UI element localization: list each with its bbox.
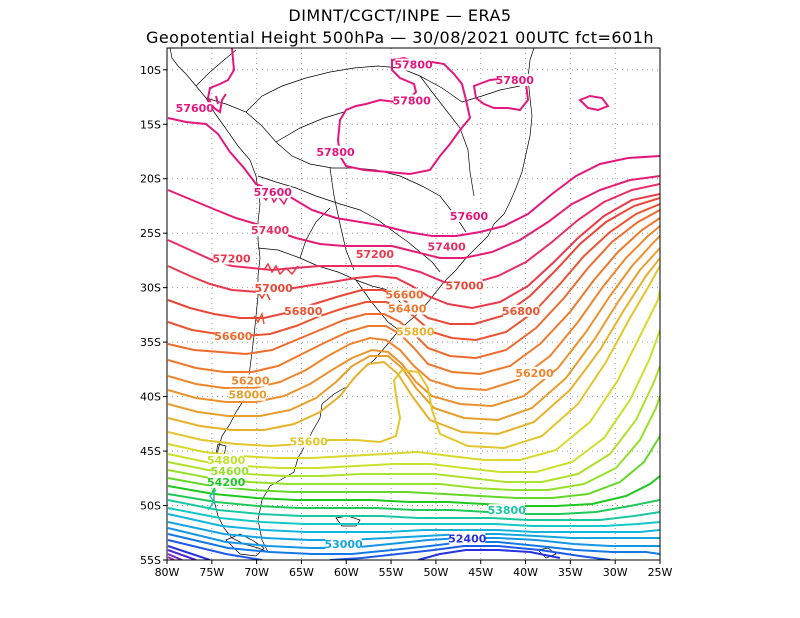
contour-label-bg	[496, 73, 533, 86]
x-tick-label: 35W	[558, 566, 583, 579]
y-tick-label: 15S	[140, 118, 161, 131]
x-tick-label: 60W	[334, 566, 359, 579]
contour-label-bg	[325, 537, 362, 550]
contour-label: 56400	[388, 303, 427, 316]
contour-label-bg	[215, 329, 252, 342]
contour-label: 56200	[515, 367, 554, 380]
contour-label: 57600	[254, 186, 293, 199]
y-tick-label: 50S	[140, 500, 161, 513]
contour-label-bg	[290, 435, 327, 448]
contour-label-bg	[397, 325, 434, 338]
contour-label-bg	[428, 240, 465, 253]
geopotential-contours	[167, 48, 660, 560]
contour-label: 54800	[207, 454, 246, 467]
contour-label: 57000	[255, 282, 294, 295]
contour-label-bg	[451, 210, 488, 223]
contour-label: 56800	[284, 305, 323, 318]
x-tick-label: 25W	[648, 566, 673, 579]
x-tick-label: 65W	[289, 566, 314, 579]
contour-label-bg	[488, 504, 525, 517]
contour-label-bg	[232, 374, 269, 387]
x-tick-label: 45W	[468, 566, 493, 579]
contour-label-bg	[449, 532, 486, 545]
x-tick-label: 70W	[244, 566, 269, 579]
contour-label-bg	[389, 302, 426, 315]
contour-label: 57800	[394, 59, 433, 72]
y-tick-label: 45S	[140, 445, 161, 458]
y-tick-label: 25S	[140, 227, 161, 240]
contour-label: 54200	[207, 476, 246, 489]
chart-title-line1: DIMNT/CGCT/INPE — ERA5	[288, 6, 512, 25]
chart-title-line2: Geopotential Height 500hPa — 30/08/2021 …	[145, 28, 655, 47]
contour-label-bg	[395, 58, 432, 71]
contour-label-bg	[229, 388, 266, 401]
contour-label: 57200	[212, 253, 251, 266]
contour-label-bg	[285, 304, 322, 317]
contour-label-bg	[211, 464, 248, 477]
contour-label-bg	[516, 366, 553, 379]
contour-label: 57200	[356, 248, 395, 261]
contour-label: 54600	[211, 465, 250, 478]
contour-label-bg	[213, 252, 250, 265]
contour-label-bg	[208, 454, 245, 467]
y-tick-label: 55S	[140, 554, 161, 567]
x-tick-label: 80W	[155, 566, 180, 579]
contour-label-bg	[503, 304, 540, 317]
contour-label-bg	[317, 145, 354, 158]
y-tick-label: 40S	[140, 391, 161, 404]
y-tick-label: 20S	[140, 173, 161, 186]
contour-label: 57400	[428, 241, 467, 254]
contour-label: 52400	[448, 532, 487, 545]
contour-label: 57400	[251, 224, 290, 237]
contour-label-bg	[176, 102, 213, 115]
contour-label-bg	[446, 279, 483, 292]
contour-label: 57000	[445, 280, 484, 293]
contour-label: 55600	[289, 436, 328, 449]
contour-label-bg	[356, 248, 393, 261]
contour-label: 57800	[496, 74, 535, 87]
contour-label: 57600	[176, 102, 215, 115]
contour-label: 53000	[324, 538, 363, 551]
contour-label-bg	[393, 94, 430, 107]
contour-label: 58000	[229, 389, 268, 402]
contour-label: 55800	[396, 326, 435, 339]
contour-label: 56600	[385, 288, 424, 301]
contour-labels: 57800 57800 57800 57800 57600 57600 57600 57400…	[176, 58, 554, 551]
contour-label: 56600	[214, 330, 253, 343]
contour-label: 56200	[231, 375, 270, 388]
x-tick-label: 30W	[603, 566, 628, 579]
latitude-axis: 10S 15S 20S 25S 30S 35S 40S 45S 50S 55S	[140, 64, 167, 567]
contour-label: 57800	[393, 95, 432, 108]
contour-label-bg	[255, 281, 292, 294]
x-tick-label: 40W	[513, 566, 538, 579]
coastline-borders	[169, 48, 557, 559]
longitude-axis: 80W 75W 70W 65W 60W 55W 50W 45W 40W 35W 30W 25W	[155, 560, 673, 579]
contour-label-bg	[252, 224, 289, 237]
contour-label: 57800	[316, 146, 355, 159]
contour-label-bg	[386, 288, 423, 301]
y-tick-label: 35S	[140, 336, 161, 349]
contour-label-bg	[254, 186, 291, 199]
x-tick-label: 50W	[423, 566, 448, 579]
x-tick-label: 75W	[199, 566, 224, 579]
y-tick-label: 30S	[140, 282, 161, 295]
contour-label: 53800	[488, 504, 527, 517]
contour-label: 57600	[450, 210, 489, 223]
contour-label-bg	[208, 475, 245, 488]
y-tick-label: 10S	[140, 64, 161, 77]
contour-label: 56800	[502, 305, 541, 318]
map-frame	[166, 47, 661, 561]
x-tick-label: 55W	[379, 566, 404, 579]
